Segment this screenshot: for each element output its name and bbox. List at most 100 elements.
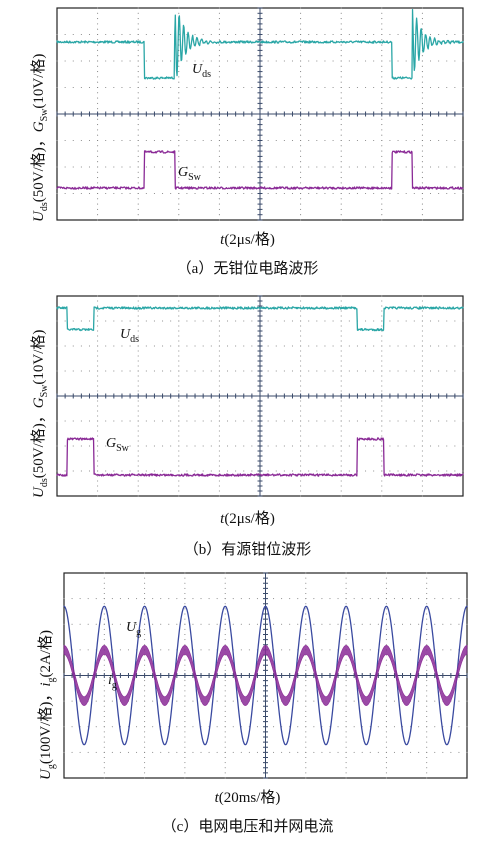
grid-dot [340,118,342,120]
grid-dot [184,680,186,682]
panel-c-traces [63,605,468,746]
grid-dot [281,623,283,625]
grid-dot [137,134,139,136]
grid-dot [176,623,178,625]
grid-dot [218,385,220,387]
grid-dot [72,470,74,472]
grid-dot [121,420,123,422]
grid-dot [385,618,387,620]
grid-dot [438,166,440,168]
grid-dot [340,360,342,362]
grid-dot [356,345,358,347]
grid-dot [385,639,387,641]
grid-dot [186,420,188,422]
grid-dot [218,161,220,163]
grid-dot [121,33,123,36]
grid-dot [235,33,237,36]
grid-dot [300,124,302,126]
grid-dot [137,410,139,412]
grid-dot [340,330,342,332]
grid-dot [365,60,367,62]
grid-dot [137,430,139,432]
grid-dot [256,598,258,600]
grid-dot [381,480,383,482]
grid-dot [178,203,180,205]
grid-dot [80,139,82,142]
grid-dot [421,370,423,372]
grid-dot [144,572,146,574]
grid-dot [137,435,139,437]
panel-c-ylabel-unit2: (2A/格) [38,629,54,678]
grid-dot [300,365,302,367]
grid-dot [121,320,123,322]
grid-dot [365,370,367,372]
grid-dot [184,623,186,625]
grid-dot [340,385,342,387]
grid-dot [421,12,423,14]
grid-dot [429,33,432,36]
grid-dot [178,320,180,322]
grid-dot [462,420,464,422]
grid-dot [421,81,423,83]
grid-dot [144,623,146,625]
grid-dot [97,475,99,477]
grid-dot [397,86,399,89]
grid-dot [64,60,66,62]
grid-dot [426,572,428,574]
grid-dot [137,55,139,57]
panel-a-ylabel-var1: U [31,211,47,222]
grid-dot [137,385,139,387]
grid-dot [184,741,186,743]
grid-dot [316,445,318,447]
grid-dot [316,166,318,168]
grid-dot [144,705,146,707]
grid-dot [218,480,220,482]
grid-dot [300,182,302,184]
grid-dot [305,618,307,620]
grid-dot [170,192,172,195]
grid-dot [340,44,342,46]
grid-dot [348,420,350,422]
grid-dot [144,731,146,733]
grid-dot [365,320,367,322]
grid-dot [208,751,210,753]
grid-dot [208,623,210,625]
grid-dot [393,623,396,625]
grid-dot [348,470,350,472]
grid-dot [340,86,342,89]
grid-dot [178,198,180,200]
grid-dot [421,400,423,402]
grid-dot [300,118,302,120]
grid-dot [438,445,440,447]
grid-dot [170,345,172,347]
grid-dot [305,741,307,743]
grid-dot [291,33,294,36]
grid-dot [178,370,180,372]
grid-dot [218,166,220,168]
grid-dot [413,86,415,89]
grid-dot [170,33,172,36]
grid-dot [421,208,423,210]
grid-dot [178,7,180,9]
grid-dot [202,192,204,195]
grid-dot [218,145,220,147]
grid-dot [178,86,180,89]
grid-dot [340,445,342,447]
grid-dot [454,33,456,36]
grid-dot [345,582,347,584]
grid-dot [137,350,139,352]
grid-dot [345,680,347,682]
grid-dot [137,214,139,216]
grid-dot [324,345,326,347]
grid-dot [381,445,383,447]
grid-dot [377,598,379,600]
grid-dot [275,60,277,62]
grid-dot [144,690,146,692]
grid-dot [137,495,139,497]
grid-dot [438,139,440,142]
panel-b-xlabel: t(2μs/格) [0,507,495,528]
grid-dot [267,420,269,422]
grid-dot [275,139,277,142]
grid-dot [144,664,146,666]
grid-dot [300,39,302,41]
